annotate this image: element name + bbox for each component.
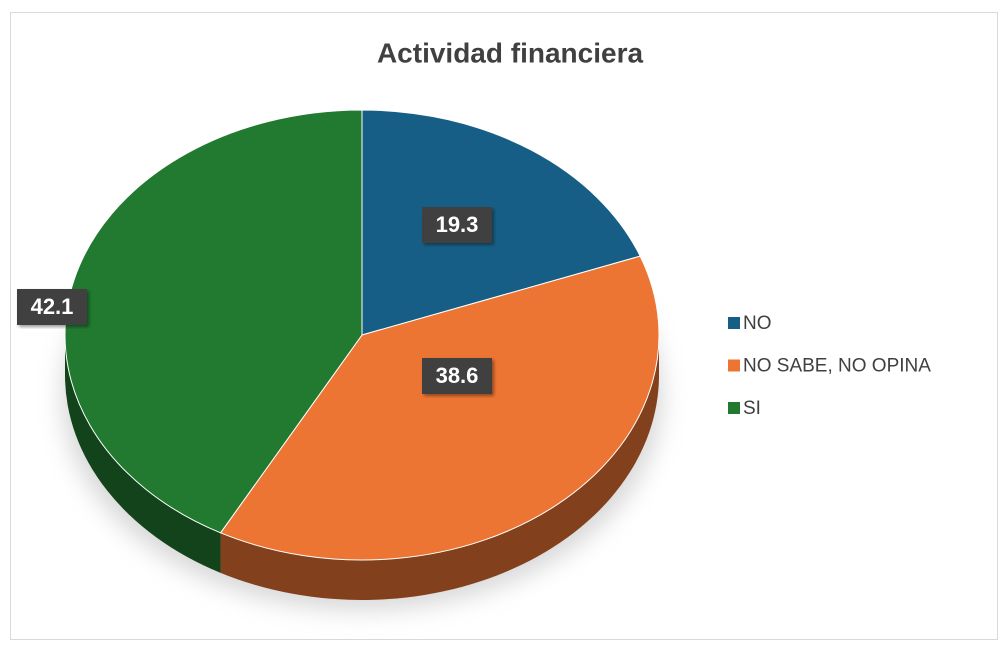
data-label: 38.6 bbox=[436, 363, 479, 388]
slice bbox=[64, 109, 363, 534]
legend-swatch bbox=[728, 359, 740, 372]
data-label-box bbox=[422, 207, 492, 243]
legend-label: SI bbox=[743, 398, 761, 419]
legend-swatch bbox=[728, 402, 740, 414]
data-label-box bbox=[422, 358, 492, 394]
slice-side bbox=[65, 335, 221, 573]
pie bbox=[64, 109, 660, 600]
data-label-box bbox=[17, 289, 87, 325]
chart-title: Actividad financiera bbox=[377, 37, 644, 68]
slice-side bbox=[220, 335, 659, 600]
legend-swatch bbox=[728, 317, 740, 329]
data-label: 19.3 bbox=[436, 212, 479, 237]
legend-label: NO bbox=[743, 313, 772, 334]
legend bbox=[717, 300, 992, 428]
slice bbox=[219, 255, 660, 561]
data-label: 42.1 bbox=[31, 294, 74, 319]
slice bbox=[361, 109, 641, 336]
legend-label: NO SABE, NO OPINA bbox=[743, 356, 931, 377]
